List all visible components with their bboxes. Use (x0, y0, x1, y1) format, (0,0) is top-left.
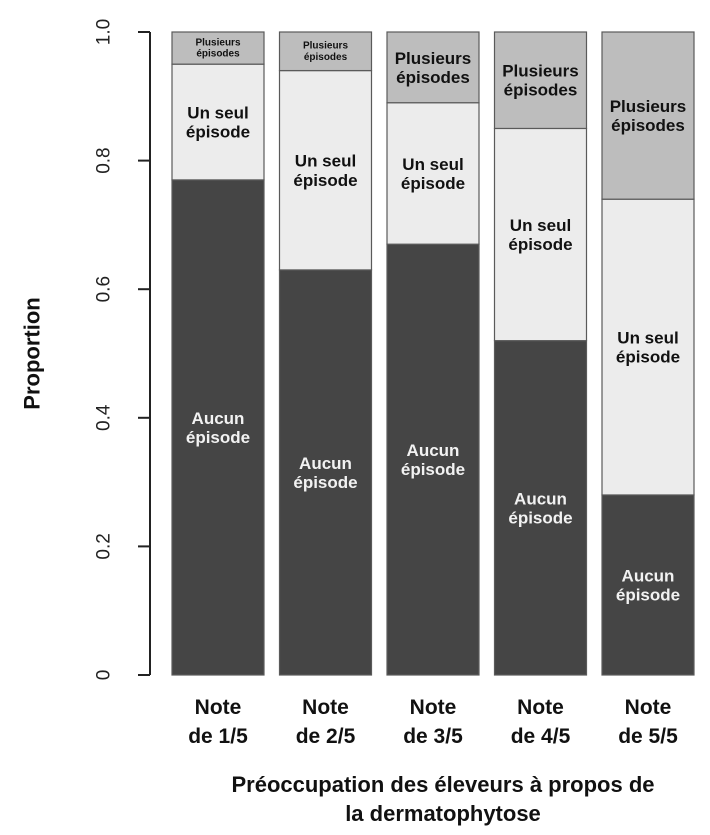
segment-label-line: Aucun (299, 453, 352, 472)
y-axis: 0 0.2 0.4 0.6 0.8 1.0 (94, 19, 151, 681)
segment-label: Aucun épisode (401, 441, 465, 479)
segment-label-line: épisodes (504, 80, 578, 99)
segment-label-line: épisode (401, 173, 465, 192)
x-tick-label-line: Note (625, 696, 672, 719)
x-tick-label-line: de 4/5 (511, 725, 571, 748)
x-tick-label-line: de 1/5 (188, 725, 248, 748)
x-tick-label-line: Note (195, 696, 242, 719)
segment-label-line: Aucun (622, 566, 675, 585)
segment-label-line: Un seul (295, 151, 356, 170)
segment-label-line: Un seul (402, 154, 463, 173)
y-tick-label: 1.0 (94, 19, 115, 45)
bar-segment (601, 198, 695, 496)
segment-label-line: épisode (508, 235, 572, 254)
segment-label: Un seul épisode (508, 216, 572, 254)
segment-label-line: épisode (401, 460, 465, 479)
x-axis-title-line: la dermatophytose (345, 801, 541, 826)
x-tick-label: Note de 3/5 (403, 696, 463, 748)
bar-segment (171, 63, 265, 181)
segment-label-line: Plusieurs (195, 37, 240, 48)
segment-label: Aucun épisode (293, 453, 357, 491)
bar-segment (278, 69, 373, 271)
segment-label-line: épisodes (196, 48, 240, 59)
segment-label-line: Plusieurs (502, 61, 579, 80)
x-tick-label-line: Note (410, 696, 457, 719)
y-tick-label: 0.2 (94, 533, 115, 559)
segment-label: Plusieurs épisodes (395, 48, 472, 86)
bar-segment (601, 494, 695, 676)
segment-label: Plusieurs épisodes (610, 97, 687, 135)
segment-label-line: épisodes (304, 51, 348, 62)
segment-label: Un seul épisode (293, 151, 357, 189)
bar-segment (386, 243, 480, 676)
segment-label-line: Un seul (617, 328, 678, 347)
segment-label-line: Aucun (407, 441, 460, 460)
segment-label-line: Aucun (514, 489, 567, 508)
x-tick-label: Note de 1/5 (188, 696, 248, 748)
segment-label-line: Aucun (192, 408, 245, 427)
x-tick-label: Note de 5/5 (618, 696, 678, 748)
x-tick-label-line: de 2/5 (296, 725, 356, 748)
bar-segment (386, 102, 480, 245)
x-tick-label: Note de 2/5 (296, 696, 356, 748)
segment-label-line: épisodes (611, 116, 685, 135)
y-tick-label: 0.8 (94, 147, 115, 173)
segment-label-line: Plusieurs (610, 97, 687, 116)
bar-segment (171, 31, 265, 65)
segment-label-line: épisode (293, 472, 357, 491)
x-axis-title-line: Préoccupation des éleveurs à propos de (231, 772, 654, 797)
x-tick-labels-group: Note de 1/5 Note de 2/5 Note de 3/5 Note de 4/5… (188, 696, 678, 748)
bars-group (171, 31, 695, 676)
bar-segment (278, 269, 373, 676)
segment-label: Plusieurs épisodes (502, 61, 579, 99)
segment-label: Aucun épisode (616, 566, 680, 604)
x-tick-label-line: Note (302, 696, 349, 719)
segment-label: Aucun épisode (508, 489, 572, 527)
bar-segment (171, 179, 265, 676)
x-axis-title: Préoccupation des éleveurs à propos de la… (231, 772, 654, 826)
segment-label: Un seul épisode (186, 103, 250, 141)
bar-segment (601, 31, 695, 200)
bar-segment (278, 31, 373, 72)
segment-label-line: épisode (616, 347, 680, 366)
y-axis-title: Proportion (20, 297, 45, 409)
segment-label-line: épisode (186, 122, 250, 141)
segment-label: Un seul épisode (401, 154, 465, 192)
segment-label: Plusieurs épisodes (195, 37, 240, 59)
bar-segment (493, 31, 588, 130)
segment-label: Aucun épisode (186, 408, 250, 446)
x-tick-label: Note de 4/5 (511, 696, 571, 748)
segment-label-line: épisode (616, 585, 680, 604)
segment-label-line: Un seul (510, 216, 571, 235)
bar-segment (493, 340, 588, 676)
y-tick-label: 0.6 (94, 276, 115, 302)
segment-label-line: épisode (508, 508, 572, 527)
x-tick-label-line: de 5/5 (618, 725, 678, 748)
x-tick-label-line: Note (517, 696, 564, 719)
segment-label-line: épisode (293, 170, 357, 189)
segment-label-line: épisode (186, 427, 250, 446)
segment-label-line: Plusieurs (395, 48, 472, 67)
bar-segment (493, 127, 588, 342)
segment-label-line: Plusieurs (303, 40, 348, 51)
y-tick-label: 0 (94, 670, 115, 681)
x-tick-label-line: de 3/5 (403, 725, 463, 748)
bar-segment (386, 31, 480, 104)
segment-label-line: Un seul (187, 103, 248, 122)
segment-label: Plusieurs épisodes (303, 40, 348, 62)
segment-label-line: épisodes (396, 67, 470, 86)
y-tick-label: 0.4 (94, 404, 115, 431)
axis-titles-group: Proportion Préoccupation des éleveurs à p… (20, 297, 655, 826)
segment-label: Un seul épisode (616, 328, 680, 366)
